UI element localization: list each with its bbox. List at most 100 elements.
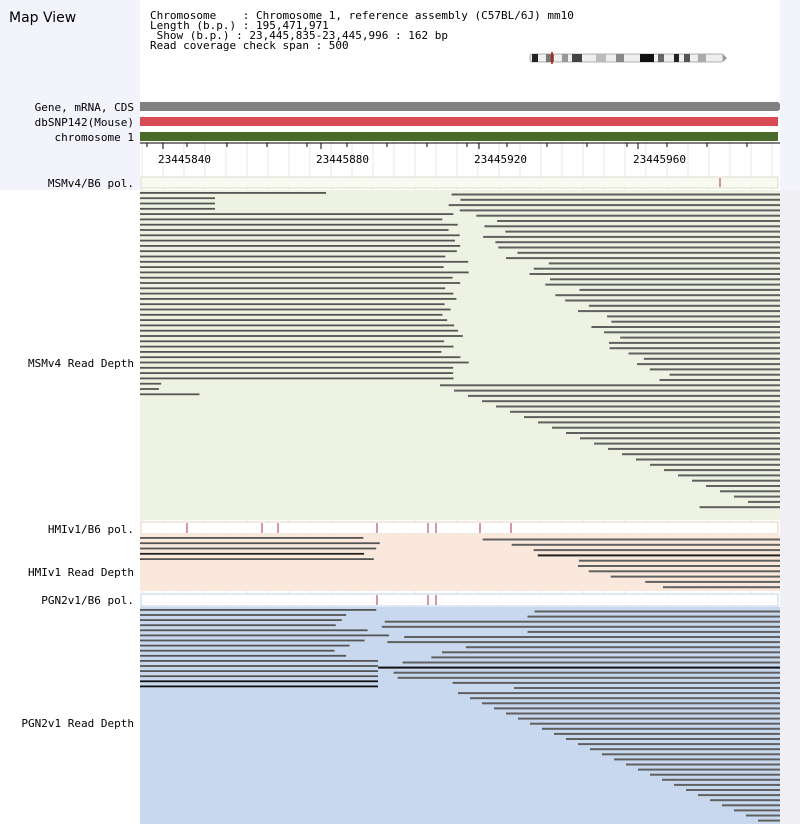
pgn-depth-label[interactable]: PGN2v1 Read Depth: [21, 717, 134, 730]
pgn-read-right: [402, 661, 800, 664]
pgn-read-right: [534, 610, 800, 613]
pgn-read-left: [140, 629, 368, 632]
read-left: [140, 388, 159, 390]
pgn-pol-label[interactable]: PGN2v1/B6 pol.: [41, 594, 134, 607]
hmi-depth-label[interactable]: HMIv1 Read Depth: [28, 566, 134, 579]
read-right: [483, 235, 780, 238]
read-left: [140, 207, 215, 210]
read-right: [451, 193, 780, 196]
read-right: [580, 437, 780, 440]
ruler-label-2: 23445880: [316, 153, 369, 166]
pgn-read-right: [662, 778, 800, 781]
pgn-read-right: [404, 636, 800, 638]
read-right: [565, 299, 780, 302]
hmi-read-right: [662, 586, 800, 589]
read-left: [140, 345, 454, 348]
read-left: [140, 372, 454, 374]
chromosome-bar[interactable]: [140, 132, 778, 141]
read-right: [460, 198, 780, 201]
pgn-read-left: [140, 680, 378, 683]
info-line-show: Show (b.p.) : 23,445,835-23,445,996 : 16…: [150, 29, 449, 42]
pgn-read-right: [746, 814, 800, 817]
hmi-read-right: [537, 554, 800, 557]
read-left: [140, 340, 445, 343]
hmi-read-right: [533, 549, 800, 552]
left-header-bg: [0, 0, 140, 190]
hmi-read-right: [645, 580, 800, 583]
gene-track-label[interactable]: Gene, mRNA, CDS: [34, 101, 134, 114]
read-right: [484, 225, 780, 228]
hmi-reads: [140, 537, 800, 589]
pgn-depth-panel[interactable]: [140, 607, 780, 824]
read-right: [552, 426, 780, 429]
pgn-read-right: [758, 819, 800, 822]
read-right: [659, 379, 780, 381]
read-left: [140, 335, 463, 337]
pgn-read-right: [626, 763, 800, 766]
chromosome-track-label[interactable]: chromosome 1: [54, 131, 134, 144]
pgn-read-right: [384, 620, 800, 623]
hmi-read-left: [140, 537, 364, 539]
read-right: [529, 273, 780, 275]
pgn-read-right: [458, 692, 800, 695]
read-left: [140, 292, 454, 295]
read-right: [495, 241, 780, 244]
pgn-read-right: [614, 758, 800, 761]
read-right: [748, 500, 780, 503]
pgn-pol-markers: [376, 595, 437, 605]
read-right: [620, 336, 780, 339]
pgn-read-left: [140, 634, 390, 637]
read-left: [140, 245, 461, 247]
pgn-read-right: [514, 687, 800, 689]
read-right: [579, 288, 780, 291]
snp-track-label[interactable]: dbSNP142(Mouse): [34, 116, 134, 129]
pgn-read-left: [140, 619, 342, 621]
pgn-read-right: [387, 641, 800, 644]
pgn-read-right: [506, 712, 800, 715]
read-right: [588, 304, 780, 307]
pgn-read-left: [140, 614, 347, 616]
pgn-read-right: [554, 732, 800, 735]
hmi-read-right: [511, 543, 800, 546]
read-left: [140, 303, 445, 306]
msm-pol-label[interactable]: MSMv4/B6 pol.: [47, 177, 134, 190]
read-right: [454, 389, 780, 392]
pgn-read-right: [442, 651, 800, 654]
pgn-read-left: [140, 609, 377, 611]
pgn-read-right: [393, 671, 800, 674]
hmi-pol-label[interactable]: HMIv1/B6 pol.: [47, 523, 134, 536]
pgn-pol-track[interactable]: [140, 593, 779, 607]
read-right: [608, 447, 780, 450]
read-left: [140, 229, 449, 231]
read-left: [140, 308, 451, 311]
read-right: [548, 262, 780, 265]
pgn-read-right: [381, 625, 800, 628]
read-right: [517, 251, 780, 254]
hmi-read-right: [610, 575, 800, 578]
info-line-span: Read coverage check span : 500: [150, 39, 349, 52]
snp-bar[interactable]: [140, 117, 778, 126]
pgn-read-right: [494, 707, 800, 710]
read-left: [140, 266, 444, 268]
read-right: [608, 341, 780, 344]
pgn-read-right: [527, 615, 800, 618]
read-right: [669, 373, 780, 376]
gene-bar[interactable]: [140, 102, 778, 111]
pgn-read-right: [638, 768, 800, 771]
pgn-read-right: [530, 722, 800, 725]
right-gutter-top: [780, 0, 800, 190]
read-left: [140, 239, 455, 242]
msm-reads: [140, 192, 780, 509]
read-left: [140, 197, 215, 200]
pgn-read-right: [518, 717, 800, 720]
msm-pol-track[interactable]: [140, 176, 779, 189]
hmi-read-left: [140, 547, 377, 550]
pgn-read-left: [140, 624, 336, 627]
msm-depth-label[interactable]: MSMv4 Read Depth: [28, 357, 134, 370]
left-label-column: [0, 0, 140, 824]
chromosome-ideogram-icon[interactable]: [528, 52, 728, 64]
read-right: [555, 294, 780, 297]
hmi-pol-track[interactable]: [140, 521, 779, 535]
read-left: [140, 287, 446, 290]
